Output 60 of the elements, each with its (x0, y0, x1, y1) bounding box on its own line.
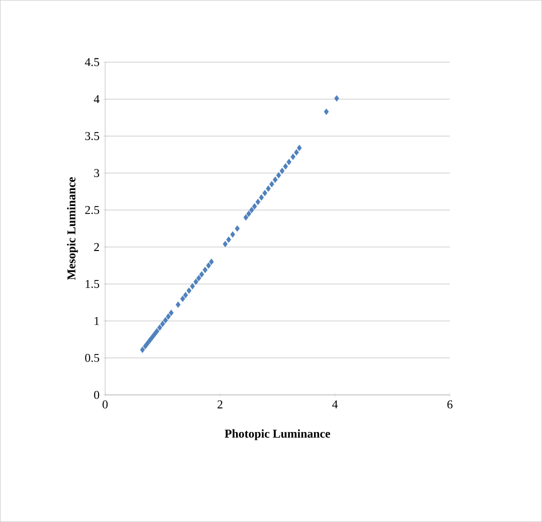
point (193, 278, 198, 285)
point (152, 331, 157, 338)
point (208, 258, 214, 265)
point (196, 274, 202, 282)
y-tick-label: 4 (94, 95, 100, 104)
point (324, 108, 329, 115)
point (206, 262, 211, 269)
y-tick-label: 2 (94, 243, 99, 251)
point (157, 324, 162, 331)
y-axis-title: Mesopic Luminance (67, 177, 78, 280)
point (147, 336, 152, 344)
y-tick-label: 4.5 (84, 58, 100, 66)
point (202, 266, 208, 274)
point (262, 190, 268, 196)
point (186, 287, 192, 294)
point (276, 172, 282, 178)
point (154, 328, 160, 334)
point (272, 176, 278, 183)
point (190, 283, 195, 290)
point (140, 346, 145, 353)
point (296, 144, 302, 152)
point (176, 301, 181, 308)
x-tick-label: 4 (332, 400, 338, 408)
y-tick-label: 1 (94, 317, 99, 325)
x-tick-label: 6 (447, 400, 452, 408)
point (234, 225, 240, 232)
point (168, 310, 174, 316)
x-tick-label: 2 (218, 400, 222, 408)
point (180, 296, 186, 302)
point (142, 342, 148, 350)
point (266, 185, 271, 192)
y-tick-label: 3 (94, 169, 100, 178)
point (222, 240, 228, 248)
point (249, 206, 254, 214)
point (160, 320, 166, 328)
point (290, 154, 296, 160)
y-tick-label: 1.5 (86, 280, 100, 288)
point (256, 198, 260, 206)
y-tick-label: 0 (94, 390, 100, 399)
point (199, 271, 204, 278)
point (166, 313, 171, 320)
point (183, 292, 188, 298)
point (334, 95, 340, 102)
point (286, 158, 292, 166)
y-tick-label: 2.5 (85, 206, 100, 214)
y-tick-label: 0.5 (85, 354, 100, 362)
point (294, 149, 299, 156)
point (258, 194, 264, 201)
point (163, 317, 168, 324)
point (246, 210, 252, 217)
point (252, 203, 257, 210)
y-tick-label: 3.5 (85, 132, 100, 140)
point (283, 163, 288, 170)
point (243, 214, 248, 221)
x-axis-title: Photopic Luminance (224, 429, 330, 440)
point (230, 231, 236, 238)
point (280, 168, 285, 174)
point (226, 236, 232, 243)
point (269, 180, 274, 188)
x-tick-label: 0 (102, 400, 108, 408)
